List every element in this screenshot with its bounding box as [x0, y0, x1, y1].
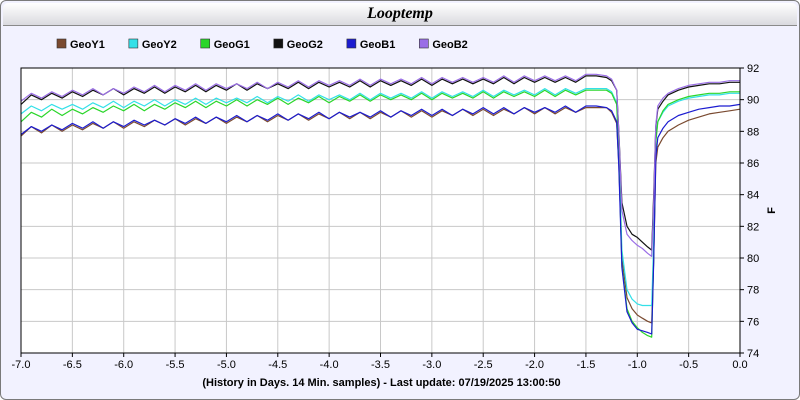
x-tick-label: -1.5	[576, 359, 595, 371]
legend: GeoY1 GeoY2 GeoG1 GeoG2 GeoB1 GeoB2	[56, 38, 468, 51]
x-tick-label: -1.0	[628, 359, 647, 371]
x-tick-label: -6.5	[63, 359, 82, 371]
x-tick-label: -2.5	[474, 359, 493, 371]
y-axis: 74 76 78 80 82 84 86 88 90 92	[740, 63, 759, 360]
y-tick-label: 88	[747, 126, 759, 138]
legend-label: GeoY2	[142, 39, 177, 51]
series-line-geog1	[20, 89, 740, 338]
x-tick-label: -0.5	[679, 359, 698, 371]
x-tick-label: -5.5	[166, 359, 185, 371]
legend-label: GeoB2	[432, 39, 467, 51]
chart-title: Looptemp	[367, 5, 433, 22]
legend-label: GeoG1	[214, 39, 250, 51]
title-bar: Looptemp	[3, 3, 797, 26]
series-line-geog2	[20, 75, 740, 251]
y-axis-label: F	[766, 207, 778, 214]
legend-swatch	[346, 38, 357, 49]
legend-swatch	[128, 38, 139, 49]
legend-swatch	[419, 38, 429, 49]
legend-item-geoy1: GeoY1	[56, 38, 105, 51]
y-tick-label: 82	[747, 221, 759, 233]
y-tick-label: 80	[747, 253, 759, 265]
x-tick-label: -4.5	[268, 359, 287, 371]
series-line-geob2	[20, 73, 740, 257]
legend-label: GeoG2	[287, 39, 323, 51]
y-tick-label: 84	[747, 190, 759, 202]
x-tick-label: -2.0	[525, 359, 544, 371]
legend-item-geog1: GeoG1	[200, 38, 250, 51]
legend-item-geob2: GeoB2	[419, 38, 468, 51]
x-tick-label: -6.0	[114, 359, 133, 371]
legend-item-geob1: GeoB1	[346, 38, 395, 51]
series-line-geob1	[20, 103, 741, 335]
x-axis: -7.0 -6.5 -6.0 -5.5 -5.0 -4.5 -4.0 -3.5 -3.0 -2.5…	[12, 353, 748, 371]
y-tick-label: 90	[747, 95, 759, 107]
series-line-geoy2	[20, 88, 740, 307]
y-tick-label: 92	[747, 63, 759, 75]
x-tick-label: -4.0	[320, 359, 339, 371]
legend-swatch	[200, 38, 211, 49]
y-tick-label: 86	[747, 158, 759, 170]
series-layer	[20, 73, 741, 338]
y-tick-label: 76	[747, 316, 759, 328]
legend-swatch	[56, 38, 67, 49]
x-tick-label: 0.0	[732, 359, 747, 371]
x-tick-label: -3.0	[422, 359, 441, 371]
legend-item-geoy2: GeoY2	[128, 38, 177, 51]
x-tick-label: -3.5	[371, 359, 390, 371]
legend-item-geog2: GeoG2	[273, 38, 323, 51]
y-tick-label: 78	[747, 285, 759, 297]
y-tick-label: 74	[747, 348, 759, 360]
x-tick-label: -7.0	[12, 359, 31, 371]
legend-label: GeoB1	[360, 39, 395, 51]
legend-label: GeoY1	[70, 39, 105, 51]
x-tick-label: -5.0	[217, 359, 236, 371]
legend-swatch	[273, 38, 284, 49]
footer-text: (History in Days. 14 Min. samples) - Las…	[202, 377, 560, 389]
